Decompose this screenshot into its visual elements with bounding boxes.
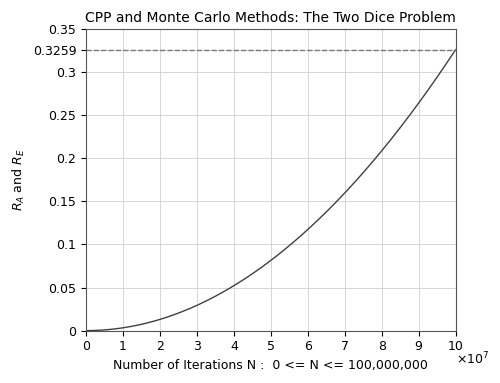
Y-axis label: $R_A$ and $R_E$: $R_A$ and $R_E$ [11,149,27,211]
Text: $\times10^7$: $\times10^7$ [456,350,489,367]
Title: CPP and Monte Carlo Methods: The Two Dice Problem: CPP and Monte Carlo Methods: The Two Dic… [86,11,456,25]
X-axis label: Number of Iterations N :  0 <= N <= 100,000,000: Number of Iterations N : 0 <= N <= 100,0… [114,359,428,372]
